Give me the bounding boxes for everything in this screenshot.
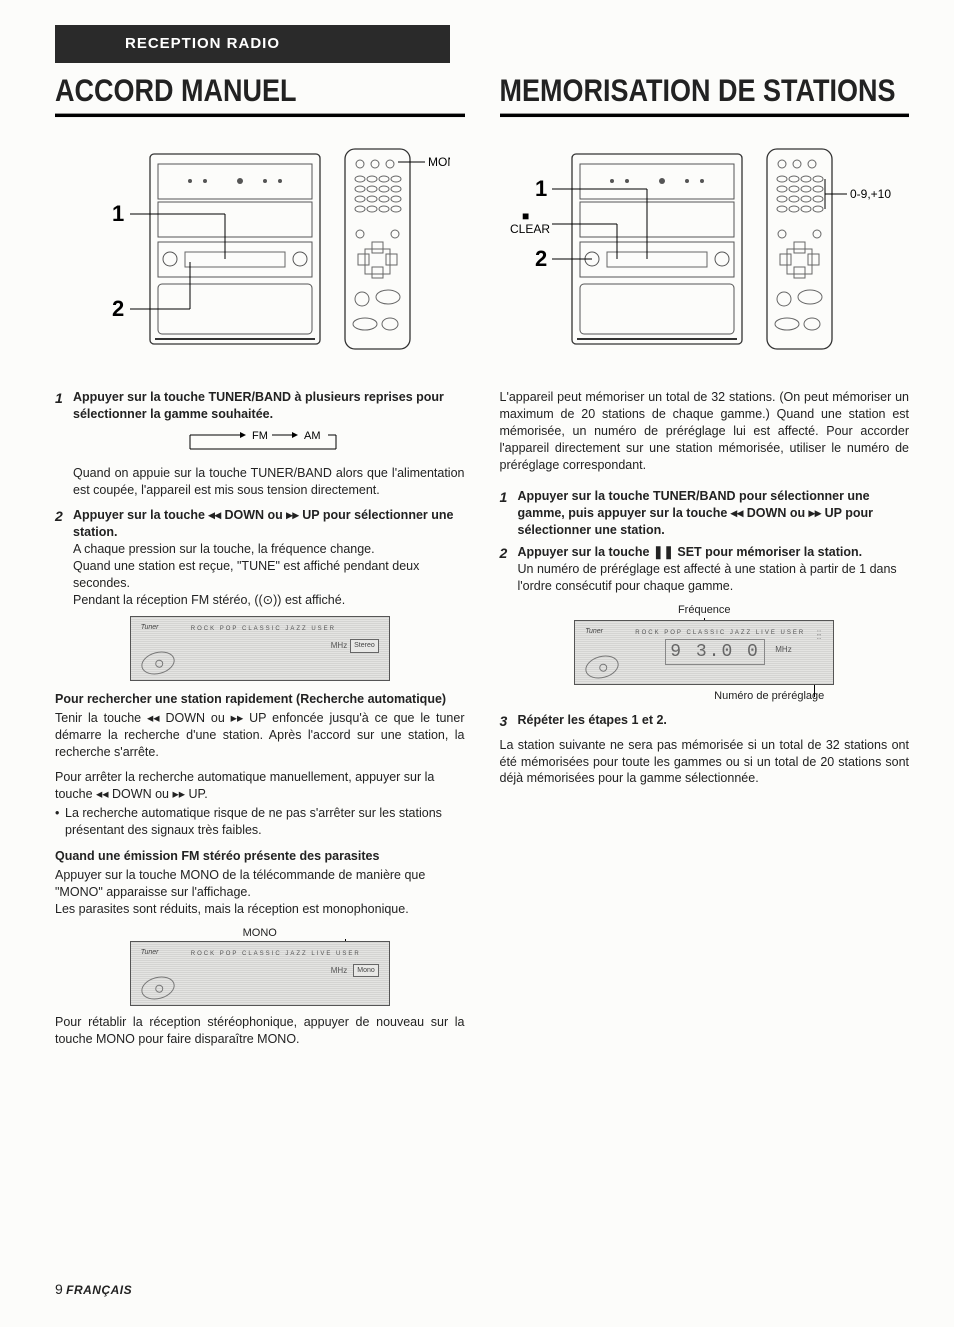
svg-text:■: ■ (522, 209, 529, 223)
left-step-2: 2 Appuyer sur la touche ◂◂ DOWN ou ▸▸ UP… (55, 507, 465, 608)
lcd-mhz: MHz (331, 966, 347, 977)
lcd-frequency: 9 3.0 0 (665, 639, 765, 665)
lcd-mono-top-label: MONO (130, 926, 390, 941)
step-2-text2: Quand une station est reçue, "TUNE" est … (73, 558, 465, 592)
lcd-preset-indicator: :::: (817, 631, 821, 639)
lcd-cd-icon (138, 973, 177, 1003)
lcd-display-mono: MONO Tuner ROCK POP CLASSIC JAZZ LIVE US… (130, 926, 390, 1006)
lcd-eq-icons: ROCK POP CLASSIC JAZZ LIVE USER (191, 950, 361, 958)
parasites-text1: Appuyer sur la touche MONO de la télécom… (55, 867, 465, 901)
lcd-display-right: Fréquence Tuner ROCK POP CLASSIC JAZZ LI… (574, 603, 834, 704)
page-number: 9 (55, 1281, 63, 1297)
step-2-text1: A chaque pression sur la touche, la fréq… (73, 541, 465, 558)
callout-mono-text: MONO (428, 155, 450, 169)
page-footer: 9 FRANÇAIS (55, 1280, 132, 1299)
lcd-cd-icon (583, 652, 622, 682)
right-step-2: 2 Appuyer sur la touche ❚❚ SET pour mémo… (500, 544, 910, 595)
svg-text:CLEAR: CLEAR (510, 222, 550, 236)
fm-am-cycle-diagram: FM AM (55, 429, 465, 459)
parasites-text3: Pour rétablir la réception stéréophoniqu… (55, 1014, 465, 1048)
svg-text:2: 2 (112, 296, 124, 321)
parasites-text2: Les parasites sont réduits, mais la réce… (55, 901, 465, 918)
lcd-mhz: MHz (331, 641, 347, 652)
right-illustration: 0-9,+10 1 ■ CLEAR 2 (500, 134, 910, 364)
right-step-1-bold: Appuyer sur la touche TUNER/BAND pour sé… (518, 488, 910, 539)
right-intro: L'appareil peut mémoriser un total de 32… (500, 389, 910, 473)
lcd-tuner-label: Tuner (585, 627, 603, 636)
step-number: 2 (55, 507, 73, 608)
right-step-2-text: Un numéro de préréglage est affecté à un… (518, 561, 910, 595)
parasites-heading: Quand une émission FM stéréo présente de… (55, 848, 465, 865)
svg-text:FM: FM (252, 430, 268, 442)
left-step-1: 1 Appuyer sur la touche TUNER/BAND à plu… (55, 389, 465, 423)
lcd-mono-badge: Mono (353, 964, 379, 977)
step-number: 3 (500, 712, 518, 731)
lcd-preset-label: Numéro de préréglage (574, 689, 834, 704)
right-step-3: 3 Répéter les étapes 1 et 2. (500, 712, 910, 731)
lcd-cd-icon (138, 648, 177, 678)
left-title: ACCORD MANUEL (55, 70, 465, 118)
search-bullet: La recherche automatique risque de ne pa… (55, 805, 465, 839)
page-language: FRANÇAIS (66, 1283, 132, 1297)
svg-text:2: 2 (535, 246, 547, 271)
lcd-stereo-badge: Stereo (350, 639, 379, 652)
lcd-mhz: MHz (775, 645, 791, 656)
svg-text:0-9,+10: 0-9,+10 (850, 187, 891, 201)
right-column: MEMORISATION DE STATIONS (500, 73, 910, 1055)
lcd-freq-label: Fréquence (574, 603, 834, 618)
lcd-eq-icons: ROCK POP CLASSIC JAZZ USER (191, 625, 336, 633)
lcd-eq-icons: ROCK POP CLASSIC JAZZ LIVE USER (635, 629, 805, 637)
svg-text:1: 1 (112, 201, 124, 226)
step-1-bold: Appuyer sur la touche TUNER/BAND à plusi… (73, 389, 465, 423)
step-2-bold: Appuyer sur la touche ◂◂ DOWN ou ▸▸ UP p… (73, 507, 465, 541)
left-column: ACCORD MANUEL (55, 73, 465, 1055)
right-title: MEMORISATION DE STATIONS (500, 70, 910, 118)
search-heading: Pour rechercher une station rapidement (… (55, 691, 465, 708)
step-2-text3: Pendant la réception FM stéréo, ((⊙)) es… (73, 592, 465, 609)
step-1-text: Quand on appuie sur la touche TUNER/BAND… (73, 465, 465, 499)
step-number: 2 (500, 544, 518, 595)
svg-text:AM: AM (304, 430, 321, 442)
right-step-2-bold: Appuyer sur la touche ❚❚ SET pour mémori… (518, 544, 910, 561)
left-illustration: MONO 1 2 (55, 134, 465, 364)
right-step-3-text: La station suivante ne sera pas mémorisé… (500, 737, 910, 788)
lcd-tuner-label: Tuner (141, 623, 159, 632)
step-number: 1 (500, 488, 518, 539)
right-step-1: 1 Appuyer sur la touche TUNER/BAND pour … (500, 488, 910, 539)
step-number: 1 (55, 389, 73, 423)
right-step-3-bold: Répéter les étapes 1 et 2. (518, 712, 910, 729)
section-header-bar: RECEPTION RADIO (55, 25, 450, 63)
search-text2: Pour arrêter la recherche automatique ma… (55, 769, 465, 803)
search-section: Pour rechercher une station rapidement (… (55, 691, 465, 838)
parasites-section: Quand une émission FM stéréo présente de… (55, 848, 465, 1047)
search-text1: Tenir la touche ◂◂ DOWN ou ▸▸ UP enfoncé… (55, 710, 465, 761)
lcd-display-1: Tuner ROCK POP CLASSIC JAZZ USER MHz Ste… (130, 616, 390, 681)
lcd-tuner-label: Tuner (141, 948, 159, 957)
svg-text:1: 1 (535, 176, 547, 201)
